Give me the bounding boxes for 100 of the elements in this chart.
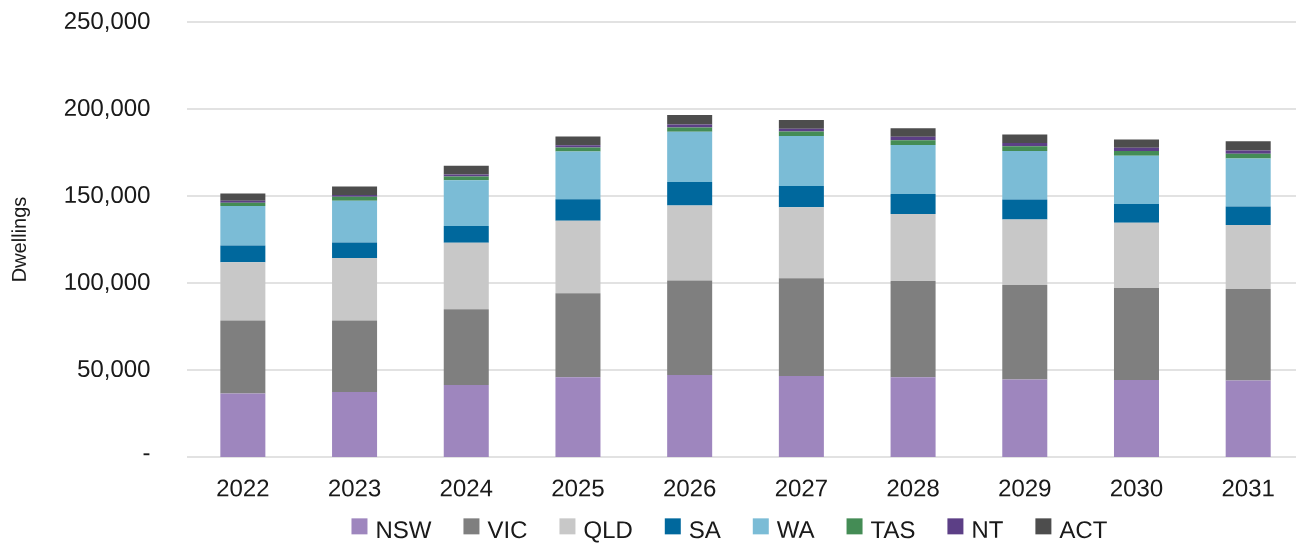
- x-tick-label: 2025: [552, 479, 604, 497]
- x-tick-label: 2024: [440, 479, 493, 497]
- bar: [778, 119, 824, 129]
- bar: [443, 384, 489, 457]
- bar: [555, 220, 601, 294]
- y-tick-label: -: [143, 453, 150, 456]
- bar: [1002, 134, 1048, 143]
- x-tick-label: 2030: [1110, 479, 1163, 497]
- bar: [667, 131, 713, 182]
- bar: [555, 377, 601, 457]
- y-tick-label: 250,000: [64, 12, 150, 32]
- legend-label: QLD: [584, 521, 632, 543]
- bar: [890, 128, 936, 137]
- bar: [778, 128, 824, 132]
- legend-label: NSW: [377, 521, 432, 539]
- y-tick-label: 200,000: [64, 99, 150, 119]
- bar: [332, 392, 378, 457]
- bar: [890, 280, 936, 378]
- bar: [220, 262, 266, 321]
- bar: [555, 136, 601, 146]
- bar: [332, 196, 378, 201]
- bar: [778, 207, 824, 279]
- legend-label: TAS: [871, 521, 915, 539]
- bar: [443, 242, 489, 310]
- bar: [1113, 151, 1159, 156]
- legend-label: SA: [689, 521, 721, 539]
- bar: [890, 213, 936, 281]
- x-tick-label: 2028: [887, 479, 939, 497]
- bar: [667, 127, 713, 132]
- bar: [220, 320, 266, 394]
- bar: [890, 193, 936, 214]
- x-tick-label: 2027: [775, 479, 827, 497]
- bar: [890, 377, 936, 457]
- bar: [1113, 155, 1159, 204]
- legend-label: NT: [973, 521, 1003, 538]
- bar: [667, 280, 713, 376]
- bar: [890, 145, 936, 194]
- bar: [1225, 225, 1271, 289]
- bar: [220, 393, 266, 457]
- bar: [890, 140, 936, 146]
- bar: [332, 320, 378, 393]
- bar: [443, 165, 489, 175]
- bar: [555, 293, 601, 378]
- bar: [1002, 146, 1048, 151]
- bar: [332, 242, 378, 259]
- bar: [1113, 147, 1159, 152]
- x-tick-label: 2029: [999, 479, 1051, 497]
- bar: [220, 202, 266, 207]
- bar: [1002, 150, 1048, 200]
- bar: [220, 245, 266, 263]
- bar: [220, 200, 266, 203]
- y-tick-label: 100,000: [65, 273, 150, 293]
- legend-label: ACT: [1059, 521, 1107, 539]
- bar: [1225, 150, 1271, 154]
- bar: [667, 205, 713, 281]
- bar: [1225, 206, 1271, 226]
- bar: [667, 181, 713, 206]
- bar: [1002, 199, 1048, 220]
- bar: [443, 225, 489, 243]
- bar: [220, 193, 266, 201]
- bar: [332, 186, 378, 195]
- bar: [332, 258, 378, 321]
- bar: [443, 180, 489, 226]
- bar: [778, 186, 824, 208]
- x-tick-label: 2026: [664, 479, 716, 497]
- bar: [667, 375, 713, 457]
- y-tick-label: 50,000: [78, 360, 150, 380]
- bar: [667, 124, 713, 128]
- bar: [555, 147, 601, 152]
- bar: [1113, 222, 1159, 289]
- bar: [1225, 158, 1271, 207]
- bar: [1113, 139, 1159, 148]
- bar: [778, 278, 824, 377]
- bar: [555, 199, 601, 221]
- bar: [778, 135, 824, 187]
- bar: [1113, 288, 1159, 381]
- x-tick-label: 2031: [1222, 479, 1274, 497]
- bar: [220, 206, 266, 246]
- legend-label: WA: [776, 521, 815, 538]
- x-tick-label: 2022: [217, 479, 269, 497]
- bar: [1225, 288, 1271, 381]
- bar: [1225, 141, 1271, 151]
- y-tick-label: 150,000: [65, 186, 150, 206]
- bar: [778, 376, 824, 457]
- x-tick-label: 2023: [329, 479, 381, 497]
- bar: [555, 151, 601, 200]
- bar: [1002, 285, 1048, 380]
- legend-label: VIC: [487, 521, 527, 539]
- bar: [443, 309, 489, 385]
- y-axis-title: Dwellings: [11, 197, 30, 281]
- bar: [1113, 380, 1159, 457]
- bar: [667, 115, 713, 125]
- bar: [1002, 219, 1048, 286]
- bar: [332, 200, 378, 243]
- bar: [1002, 379, 1048, 457]
- bar: [778, 131, 824, 136]
- bar: [1113, 204, 1159, 223]
- bar: [1225, 380, 1271, 457]
- bar: [1002, 142, 1048, 147]
- bar: [443, 174, 489, 177]
